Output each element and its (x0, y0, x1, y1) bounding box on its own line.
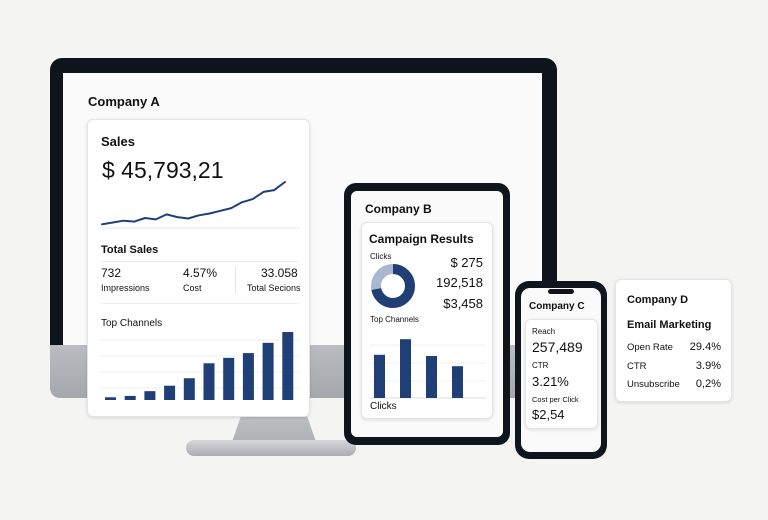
open-rate-value: 29.4% (689, 341, 721, 353)
tablet-bar (426, 356, 437, 398)
divider (235, 266, 236, 294)
unsubscribe-value: 0,2% (695, 378, 721, 390)
company-d-title: Company D (627, 294, 689, 306)
ctr-d-label: CTR (627, 361, 647, 372)
unsubscribe-label: Unsubscribe (627, 379, 680, 390)
tablet-channels-chart (370, 339, 486, 399)
ctr-value: 3.21% (532, 374, 569, 389)
tablet-bar (452, 366, 463, 398)
tablet-bar (374, 354, 385, 398)
donut-arc (371, 264, 415, 308)
divider (101, 261, 299, 262)
channel-bar (164, 385, 176, 400)
channel-bar (203, 363, 215, 400)
company-a-title: Company A (88, 94, 160, 109)
monitor-stand-base (186, 440, 356, 456)
tablet-bar (400, 339, 411, 398)
cpc-value: $2,54 (532, 407, 565, 422)
channel-bar (183, 378, 195, 400)
ctr-label: CTR (532, 361, 549, 370)
stat-sessions-label: Total Secions (247, 283, 301, 293)
campaign-value-1: $ 275 (450, 255, 483, 270)
stat-impressions-value: 732 (101, 266, 122, 280)
open-rate-label: Open Rate (627, 342, 673, 353)
reach-value: 257,489 (532, 339, 583, 355)
email-marketing-card[interactable]: Company D Email Marketing Open Rate 29.4… (615, 279, 732, 402)
clicks-donut-chart (371, 264, 415, 308)
sales-card[interactable]: Sales $ 45,793,21 Total Sales 732 Impres… (87, 119, 310, 417)
ctr-d-value: 3.9% (695, 360, 721, 372)
channel-bar (223, 357, 235, 400)
phone-metrics-card[interactable]: Reach 257,489 CTR 3.21% Cost per Click $… (525, 319, 598, 429)
tablet-top-channels-label: Top Channels (370, 315, 419, 324)
campaign-value-3: $3,458 (443, 296, 483, 311)
total-sales-label: Total Sales (101, 244, 159, 256)
sales-value: $ 45,793,21 (102, 157, 224, 183)
tablet-clicks-label: Clicks (370, 401, 397, 412)
sales-trend-line (101, 181, 286, 226)
channel-bar (262, 342, 274, 400)
company-c-title: Company C (529, 301, 585, 312)
channel-bar (124, 395, 136, 400)
reach-label: Reach (532, 327, 556, 336)
cpc-label: Cost per Click (532, 395, 579, 404)
phone-notch (548, 289, 574, 294)
campaign-results-title: Campaign Results (369, 232, 474, 246)
channel-bar (242, 353, 254, 400)
stat-sessions-value: 33.058 (261, 266, 298, 280)
campaign-value-2: 192,518 (436, 275, 483, 290)
stat-cost-label: Cost (183, 283, 202, 293)
channel-bar (105, 397, 116, 400)
email-marketing-title: Email Marketing (627, 319, 712, 331)
top-channels-label: Top Channels (101, 318, 163, 329)
channel-bar (144, 391, 156, 400)
company-b-title: Company B (365, 202, 432, 216)
divider (101, 303, 299, 304)
channel-bar (282, 332, 294, 400)
campaign-results-card[interactable]: Campaign Results Clicks $ 275 192,518 $3… (361, 222, 493, 419)
sales-title: Sales (101, 134, 135, 149)
top-channels-chart (100, 332, 300, 400)
stat-impressions-label: Impressions (101, 283, 150, 293)
clicks-label: Clicks (370, 252, 392, 261)
sales-trend-chart (100, 181, 300, 229)
stat-cost-value: 4.57% (183, 266, 218, 280)
